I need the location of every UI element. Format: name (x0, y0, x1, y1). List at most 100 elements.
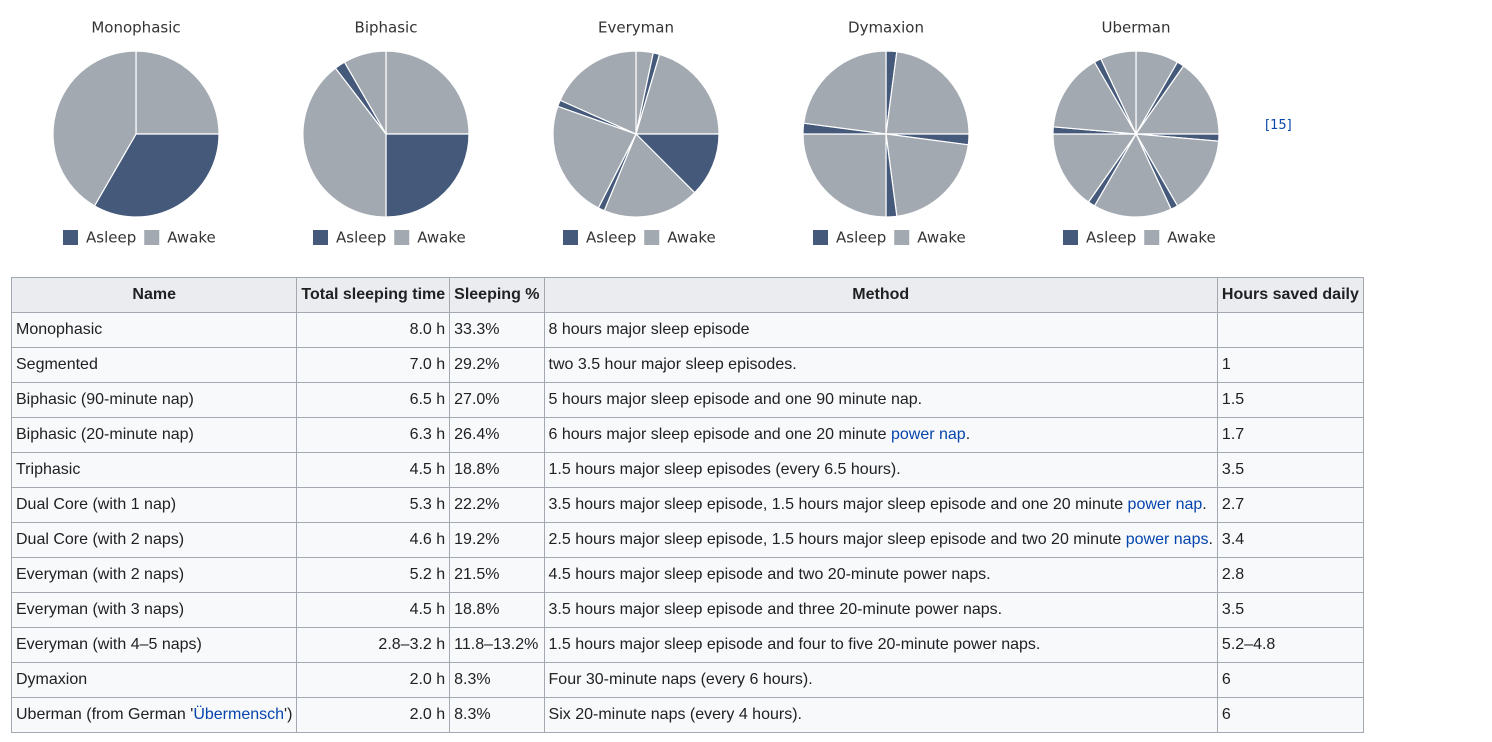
table-row: Dual Core (with 2 naps) 4.6 h 19.2% 2.5 hou… (10, 522, 1364, 558)
cell-link[interactable]: power nap (1127, 496, 1203, 513)
table-cell: 5.2–4.8 (1216, 627, 1364, 663)
table-cell: 2.0 h (296, 697, 451, 733)
pie-slice (802, 133, 887, 218)
table-row: Everyman (with 2 naps) 5.2 h 21.5% 4.5 hour… (10, 557, 1364, 593)
chart-title: Monophasic (91, 19, 180, 37)
table-cell: two 3.5 hour major sleep episodes. (543, 347, 1218, 383)
table-cell: 21.5% (449, 557, 545, 593)
table-cell: Monophasic (10, 312, 298, 348)
legend-swatch (144, 230, 160, 245)
legend-label: Awake (1167, 229, 1216, 247)
table-cell: 26.4% (449, 417, 545, 453)
pie-slice (1100, 50, 1137, 135)
table-cell: 6.5 h (296, 382, 451, 418)
pie-slice (803, 50, 887, 135)
table-cell: 3.5 (1216, 592, 1364, 628)
legend-label: Awake (917, 229, 966, 247)
charts: Monophasic Asleep Awake Biphasic Asleep Awake… (52, 19, 1220, 247)
table-row: Monophasic 8.0 h 33.3% 8 hours major sleep … (10, 312, 1364, 348)
table-cell (1216, 312, 1364, 348)
cell-link[interactable]: power nap (890, 426, 966, 443)
cell-text: 6 hours major sleep episode and one 20 m… (548, 426, 891, 443)
table-cell: Four 30-minute naps (every 6 hours). (543, 662, 1218, 698)
pie-slice (1134, 65, 1220, 135)
table-cell: 6 (1216, 662, 1364, 698)
chart-title: Uberman (1102, 19, 1171, 37)
table-cell: 19.2% (449, 522, 545, 558)
table-cell: Dual Core (with 2 naps) (10, 522, 298, 558)
legend-swatch (644, 230, 660, 245)
table-row: Triphasic 4.5 h 18.8% 1.5 hours major sleep… (10, 452, 1364, 488)
pie-slice (634, 133, 720, 194)
legend-swatch (1144, 230, 1160, 245)
table-cell: 1.7 (1216, 417, 1364, 453)
pie-slice (885, 51, 970, 135)
table-cell: 2.5 hours major sleep episode, 1.5 hours… (543, 522, 1218, 558)
table-cell: 5.2 h (296, 557, 451, 593)
legend-swatch (1063, 230, 1078, 245)
column-header: Name (10, 277, 298, 313)
column-header: Method (543, 277, 1218, 313)
table-cell: Biphasic (20-minute nap) (10, 417, 298, 453)
legend-label: Awake (167, 229, 216, 247)
pie-slice (1052, 133, 1138, 203)
table-cell: 8.3% (449, 697, 545, 733)
table-cell: 3.5 hours major sleep episode and three … (543, 592, 1218, 628)
cell-text: ') (284, 706, 293, 723)
table-cell: 1 (1216, 347, 1364, 383)
table-cell: 3.5 hours major sleep episode, 1.5 hours… (543, 487, 1218, 523)
table-cell: 1.5 hours major sleep episodes (every 6.… (543, 452, 1218, 488)
pie-slice (1093, 132, 1172, 218)
cell-link[interactable]: power naps (1125, 531, 1209, 548)
table-row: Everyman (with 4–5 naps) 2.8–3.2 h 11.8–13… (10, 627, 1364, 663)
pie-slice (385, 50, 470, 135)
table-row: Biphasic (90-minute nap) 6.5 h 27.0% 5 hour… (10, 382, 1364, 418)
legend-swatch (894, 230, 910, 245)
pie-slice (885, 133, 969, 217)
legend-swatch (394, 230, 410, 245)
reference-link[interactable]: [15] (1265, 118, 1292, 133)
table-cell: Everyman (with 4–5 naps) (10, 627, 298, 663)
chart-title: Everyman (598, 19, 674, 37)
table-row: Everyman (with 3 naps) 4.5 h 18.8% 3.5 hour… (10, 592, 1364, 628)
table-cell: 2.8 (1216, 557, 1364, 593)
legend-swatch (563, 230, 578, 245)
pie-slice (1052, 61, 1138, 135)
table-cell: 3.5 (1216, 452, 1364, 488)
table-cell: Six 20-minute naps (every 4 hours). (543, 697, 1218, 733)
table-cell: Everyman (with 3 naps) (10, 592, 298, 628)
legend-label: Asleep (336, 229, 386, 247)
table-cell: 1.5 (1216, 382, 1364, 418)
table-cell: 6 (1216, 697, 1364, 733)
chart-title: Biphasic (355, 19, 418, 37)
cell-link[interactable]: Übermensch (193, 706, 285, 723)
table-cell: 29.2% (449, 347, 545, 383)
cell-text: Uberman (from German ' (16, 706, 194, 723)
table-cell: 18.8% (449, 592, 545, 628)
cell-text: . (965, 426, 971, 443)
table-row: Biphasic (20-minute nap) 6.3 h 26.4% 6 hour… (10, 417, 1364, 453)
table-cell: 2.7 (1216, 487, 1364, 523)
table-cell: Dual Core (with 1 nap) (10, 487, 298, 523)
table-cell: 8 hours major sleep episode (543, 312, 1218, 348)
pie-slice (635, 53, 720, 135)
pie-slice (343, 50, 387, 137)
table-cell: Biphasic (90-minute nap) (10, 382, 298, 418)
legend-label: Asleep (1086, 229, 1136, 247)
table-cell: 7.0 h (296, 347, 451, 383)
table-row: Dual Core (with 1 nap) 5.3 h 22.2% 3.5 hour… (10, 487, 1364, 523)
pie-slice (52, 50, 137, 207)
table-cell: 27.0% (449, 382, 545, 418)
table-cell: 11.8–13.2% (449, 627, 545, 663)
table-cell: Uberman (from German 'Übermensch') (10, 697, 298, 733)
table-cell: Triphasic (10, 452, 298, 488)
table-body: Monophasic 8.0 h 33.3% 8 hours major sleep … (10, 312, 1364, 733)
pie-slice (1134, 133, 1220, 207)
table-cell: 33.3% (449, 312, 545, 348)
table-cell: 18.8% (449, 452, 545, 488)
pie-slice (385, 133, 470, 218)
table-cell: 4.5 hours major sleep episode and two 20… (543, 557, 1218, 593)
pie-slice (603, 132, 696, 218)
